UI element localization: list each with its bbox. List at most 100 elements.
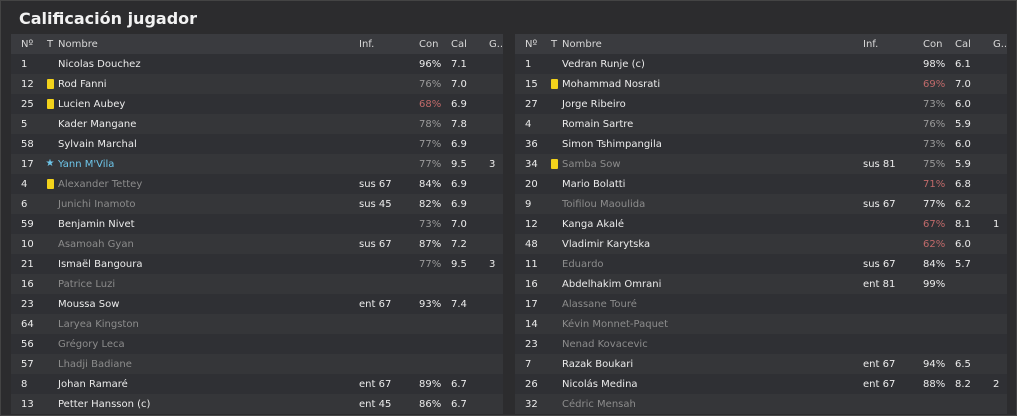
player-name[interactable]: Junichi Inamoto xyxy=(58,198,136,210)
player-condition: 88% xyxy=(923,378,946,390)
table-row[interactable]: 25 Lucien Aubey 68% 6.9 xyxy=(11,94,503,114)
player-name[interactable]: Petter Hansson (c) xyxy=(58,398,151,410)
table-row[interactable]: 21 Ismaël Bangoura 77% 9.5 3 xyxy=(11,254,503,274)
player-name[interactable]: Patrice Luzi xyxy=(58,278,116,290)
col-goals-header[interactable]: G.. xyxy=(993,38,1007,50)
player-name[interactable]: Nicolás Medina xyxy=(562,378,638,390)
table-row[interactable]: 8 Johan Ramaré ent 67 89% 6.7 xyxy=(11,374,503,394)
col-name-header[interactable]: Nombre xyxy=(58,38,98,50)
player-name[interactable]: Grégory Leca xyxy=(58,338,125,350)
player-name[interactable]: Toifilou Maoulida xyxy=(562,198,646,210)
player-name[interactable]: Vladimir Karytska xyxy=(562,238,651,250)
table-row[interactable]: 11 Eduardo sus 67 84% 5.7 xyxy=(515,254,1007,274)
player-number: 13 xyxy=(21,398,34,410)
table-row[interactable]: 13 Petter Hansson (c) ent 45 86% 6.7 xyxy=(11,394,503,414)
away-team-panel: Nº T Nombre Inf. Con Cal G.. 1 Vedran Run… xyxy=(515,34,1007,414)
table-row[interactable]: 23 Moussa Sow ent 67 93% 7.4 xyxy=(11,294,503,314)
player-name[interactable]: Jorge Ribeiro xyxy=(562,98,626,110)
away-team-rows: 1 Vedran Runje (c) 98% 6.1 15 Mohammad Nosrat… xyxy=(515,54,1007,414)
table-row[interactable]: 64 Laryea Kingston xyxy=(11,314,503,334)
player-number: 58 xyxy=(21,138,34,150)
table-row[interactable]: 16 Patrice Luzi xyxy=(11,274,503,294)
player-name[interactable]: Rod Fanni xyxy=(58,78,107,90)
table-row[interactable]: 1 Vedran Runje (c) 98% 6.1 xyxy=(515,54,1007,74)
player-name[interactable]: Eduardo xyxy=(562,258,604,270)
player-rating: 6.5 xyxy=(955,358,971,370)
player-name[interactable]: Alassane Touré xyxy=(562,298,637,310)
col-con-header[interactable]: Con xyxy=(923,38,943,50)
player-name[interactable]: Mohammad Nosrati xyxy=(562,78,661,90)
table-row[interactable]: 10 Asamoah Gyan sus 67 87% 7.2 xyxy=(11,234,503,254)
player-condition: 82% xyxy=(419,198,442,210)
table-row[interactable]: 9 Toifilou Maoulida sus 67 77% 6.2 xyxy=(515,194,1007,214)
player-number: 32 xyxy=(525,398,538,410)
table-row[interactable]: 4 Alexander Tettey sus 67 84% 6.9 xyxy=(11,174,503,194)
player-condition: 89% xyxy=(419,378,442,390)
table-row[interactable]: 12 Rod Fanni 76% 7.0 xyxy=(11,74,503,94)
player-condition: 77% xyxy=(419,138,442,150)
col-cal-header[interactable]: Cal xyxy=(451,38,467,50)
table-row[interactable]: 6 Junichi Inamoto sus 45 82% 6.9 xyxy=(11,194,503,214)
table-row[interactable]: 15 Mohammad Nosrati 69% 7.0 xyxy=(515,74,1007,94)
player-name[interactable]: Moussa Sow xyxy=(58,298,120,310)
player-name[interactable]: Kanga Akalé xyxy=(562,218,625,230)
player-condition: 87% xyxy=(419,238,442,250)
table-row[interactable]: 5 Kader Mangane 78% 7.8 xyxy=(11,114,503,134)
player-name[interactable]: Nenad Kovacevic xyxy=(562,338,648,350)
table-row[interactable]: 7 Razak Boukari ent 67 94% 6.5 xyxy=(515,354,1007,374)
table-row[interactable]: 14 Kévin Monnet-Paquet xyxy=(515,314,1007,334)
player-name[interactable]: Yann M'Vila xyxy=(58,158,115,170)
player-name[interactable]: Nicolas Douchez xyxy=(58,58,141,70)
table-row[interactable]: 17 Alassane Touré xyxy=(515,294,1007,314)
table-row[interactable]: 58 Sylvain Marchal 77% 6.9 xyxy=(11,134,503,154)
table-row[interactable]: 23 Nenad Kovacevic xyxy=(515,334,1007,354)
player-name[interactable]: Mario Bolatti xyxy=(562,178,626,190)
player-name[interactable]: Kader Mangane xyxy=(58,118,137,130)
player-name[interactable]: Benjamin Nivet xyxy=(58,218,135,230)
table-row[interactable]: 36 Simon Tshimpangila 73% 6.0 xyxy=(515,134,1007,154)
player-name[interactable]: Laryea Kingston xyxy=(58,318,139,330)
table-row[interactable]: 48 Vladimir Karytska 62% 6.0 xyxy=(515,234,1007,254)
table-row[interactable]: 57 Lhadji Badiane xyxy=(11,354,503,374)
player-name[interactable]: Samba Sow xyxy=(562,158,621,170)
col-num-header[interactable]: Nº xyxy=(21,38,34,50)
table-row[interactable]: 16 Abdelhakim Omrani ent 81 99% xyxy=(515,274,1007,294)
col-goals-header[interactable]: G.. xyxy=(489,38,503,50)
col-name-header[interactable]: Nombre xyxy=(562,38,602,50)
col-num-header[interactable]: Nº xyxy=(525,38,538,50)
col-inf-header[interactable]: Inf. xyxy=(359,38,375,50)
player-name[interactable]: Sylvain Marchal xyxy=(58,138,137,150)
player-name[interactable]: Simon Tshimpangila xyxy=(562,138,662,150)
table-row[interactable]: 32 Cédric Mensah xyxy=(515,394,1007,414)
col-t-header[interactable]: T xyxy=(550,38,558,50)
player-name[interactable]: Romain Sartre xyxy=(562,118,634,130)
table-row[interactable]: 12 Kanga Akalé 67% 8.1 1 xyxy=(515,214,1007,234)
player-name[interactable]: Johan Ramaré xyxy=(58,378,128,390)
col-inf-header[interactable]: Inf. xyxy=(863,38,879,50)
player-name[interactable]: Vedran Runje (c) xyxy=(562,58,645,70)
player-name[interactable]: Asamoah Gyan xyxy=(58,238,134,250)
player-name[interactable]: Ismaël Bangoura xyxy=(58,258,143,270)
table-row[interactable]: 4 Romain Sartre 76% 5.9 xyxy=(515,114,1007,134)
player-info: ent 81 xyxy=(863,278,896,290)
col-cal-header[interactable]: Cal xyxy=(955,38,971,50)
table-row[interactable]: 59 Benjamin Nivet 73% 7.0 xyxy=(11,214,503,234)
player-name[interactable]: Abdelhakim Omrani xyxy=(562,278,662,290)
player-name[interactable]: Lucien Aubey xyxy=(58,98,126,110)
player-name[interactable]: Razak Boukari xyxy=(562,358,634,370)
table-row[interactable]: 26 Nicolás Medina ent 67 88% 8.2 2 xyxy=(515,374,1007,394)
table-row[interactable]: 17 ★ Yann M'Vila 77% 9.5 3 xyxy=(11,154,503,174)
player-name[interactable]: Lhadji Badiane xyxy=(58,358,132,370)
player-condition: 73% xyxy=(923,138,946,150)
table-row[interactable]: 20 Mario Bolatti 71% 6.8 xyxy=(515,174,1007,194)
player-condition: 76% xyxy=(923,118,946,130)
col-t-header[interactable]: T xyxy=(46,38,54,50)
player-name[interactable]: Alexander Tettey xyxy=(58,178,143,190)
player-name[interactable]: Kévin Monnet-Paquet xyxy=(562,318,668,330)
table-row[interactable]: 1 Nicolas Douchez 96% 7.1 xyxy=(11,54,503,74)
player-name[interactable]: Cédric Mensah xyxy=(562,398,636,410)
table-row[interactable]: 27 Jorge Ribeiro 73% 6.0 xyxy=(515,94,1007,114)
col-con-header[interactable]: Con xyxy=(419,38,439,50)
table-row[interactable]: 34 Samba Sow sus 81 75% 5.9 xyxy=(515,154,1007,174)
table-row[interactable]: 56 Grégory Leca xyxy=(11,334,503,354)
